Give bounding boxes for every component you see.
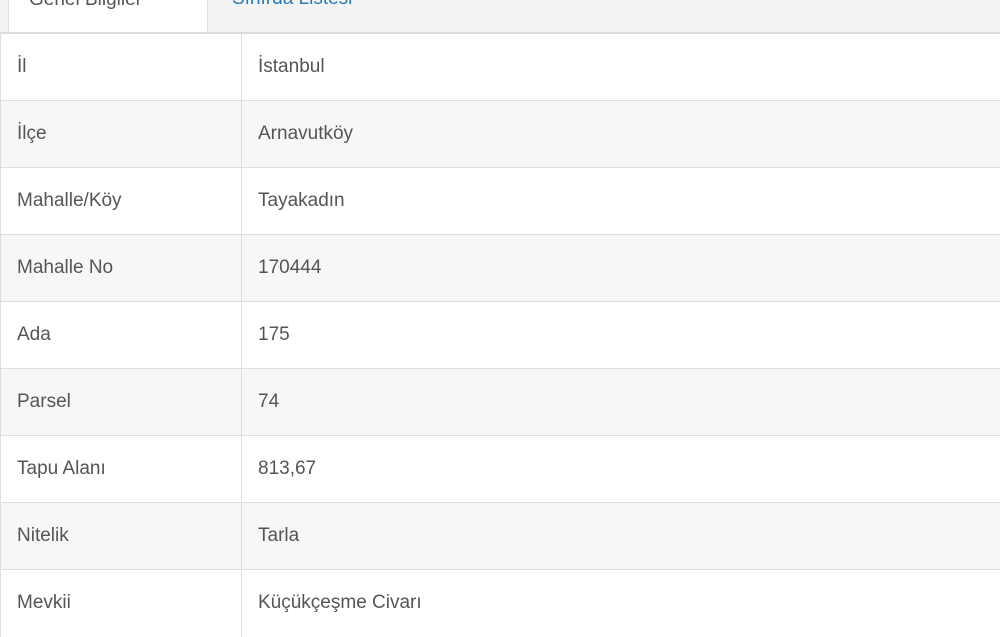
field-label: Mahalle No — [0, 234, 242, 302]
field-value: 170444 — [241, 234, 1000, 302]
tab[interactable]: Sınırda Listesi — [212, 0, 372, 32]
field-value: Tayakadın — [241, 167, 1000, 235]
field-label: İl — [0, 33, 242, 101]
info-table: İl İstanbul İlçe Arnavutköy Mahalle/Köy Tayak… — [0, 33, 1000, 637]
field-value: 175 — [241, 301, 1000, 369]
field-label: Ada — [0, 301, 242, 369]
table-row: Mahalle No 170444 — [0, 234, 1000, 302]
field-label: Mahalle/Köy — [0, 167, 242, 235]
table-row: Ada 175 — [0, 301, 1000, 369]
tab-bar: Genel Bilgiler Sınırda Listesi — [0, 0, 1000, 33]
field-value: 813,67 — [241, 435, 1000, 503]
field-label: Nitelik — [0, 502, 242, 570]
field-label: Parsel — [0, 368, 242, 436]
table-row: Mahalle/Köy Tayakadın — [0, 167, 1000, 235]
table-row: Parsel 74 — [0, 368, 1000, 436]
field-value: Tarla — [241, 502, 1000, 570]
tab[interactable]: Genel Bilgiler — [8, 0, 208, 32]
field-label: İlçe — [0, 100, 242, 168]
field-value: Küçükçeşme Civarı — [241, 569, 1000, 637]
field-value: 74 — [241, 368, 1000, 436]
table-row: İlçe Arnavutköy — [0, 100, 1000, 168]
field-value: Arnavutköy — [241, 100, 1000, 168]
field-value: İstanbul — [241, 33, 1000, 101]
field-label: Mevkii — [0, 569, 242, 637]
table-row: Mevkii Küçükçeşme Civarı — [0, 569, 1000, 637]
field-label: Tapu Alanı — [0, 435, 242, 503]
table-row: Nitelik Tarla — [0, 502, 1000, 570]
table-row: İl İstanbul — [0, 33, 1000, 101]
table-row: Tapu Alanı 813,67 — [0, 435, 1000, 503]
